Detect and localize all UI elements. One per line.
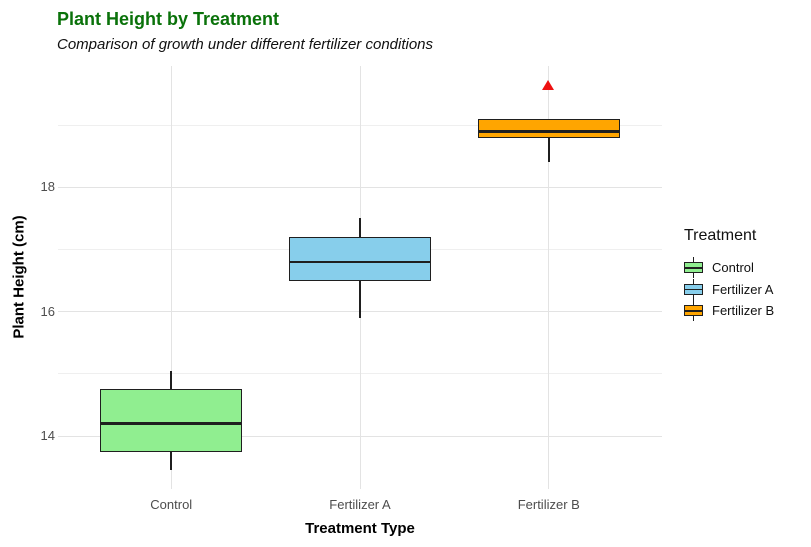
boxplot-box-fertilizer-a <box>289 237 431 281</box>
plot-panel <box>58 66 662 489</box>
median-line-fertilizer-a <box>289 260 431 264</box>
y-tick-label: 14 <box>40 428 55 444</box>
boxplot-box-control <box>100 389 243 452</box>
outlier-point-fertilizer-b <box>542 79 555 90</box>
legend-item-label: Fertilizer B <box>712 303 775 319</box>
gridline-x-0 <box>170 66 172 489</box>
legend-item-fertilizer-b: Fertilizer B <box>684 300 774 322</box>
legend-key-boxplot-icon <box>684 278 703 300</box>
whisker-upper-fertilizer-a <box>359 218 361 238</box>
legend-item-label: Control <box>712 260 754 276</box>
whisker-upper-control <box>170 370 173 390</box>
legend-key-median <box>684 288 703 290</box>
y-tick-label: 18 <box>40 179 55 195</box>
whisker-lower-fertilizer-a <box>359 280 361 318</box>
x-tick-label: Control <box>150 497 193 512</box>
legend-items: Control Fertilizer A Fertilizer B <box>684 257 774 322</box>
legend-item-fertilizer-a: Fertilizer A <box>684 278 774 301</box>
whisker-lower-fertilizer-b <box>547 137 550 163</box>
legend-key-median <box>684 267 703 269</box>
gridline-x-2 <box>548 66 550 489</box>
legend-item-control: Control <box>684 257 774 279</box>
median-line-control <box>100 422 243 425</box>
x-tick-label: Fertilizer B <box>517 497 580 512</box>
chart-title: Plant Height by Treatment <box>57 9 280 29</box>
legend: Treatment Control Fertilizer A Fertilizer … <box>684 227 774 322</box>
legend-title: Treatment <box>684 227 757 244</box>
legend-item-label: Fertilizer A <box>712 281 774 297</box>
boxplot-box-fertilizer-b <box>477 118 620 138</box>
y-axis-title: Plant Height (cm) <box>10 215 28 339</box>
y-tick-label: 16 <box>40 303 55 319</box>
legend-key-boxplot-icon <box>684 257 703 279</box>
chart-subtitle: Comparison of growth under different fer… <box>57 36 434 53</box>
x-tick-label: Fertilizer A <box>329 497 391 512</box>
legend-key-boxplot-icon <box>684 300 703 322</box>
legend-key-median <box>684 310 703 312</box>
whisker-lower-control <box>170 451 173 471</box>
x-axis-title: Treatment Type <box>305 520 415 537</box>
median-line-fertilizer-b <box>477 130 620 133</box>
